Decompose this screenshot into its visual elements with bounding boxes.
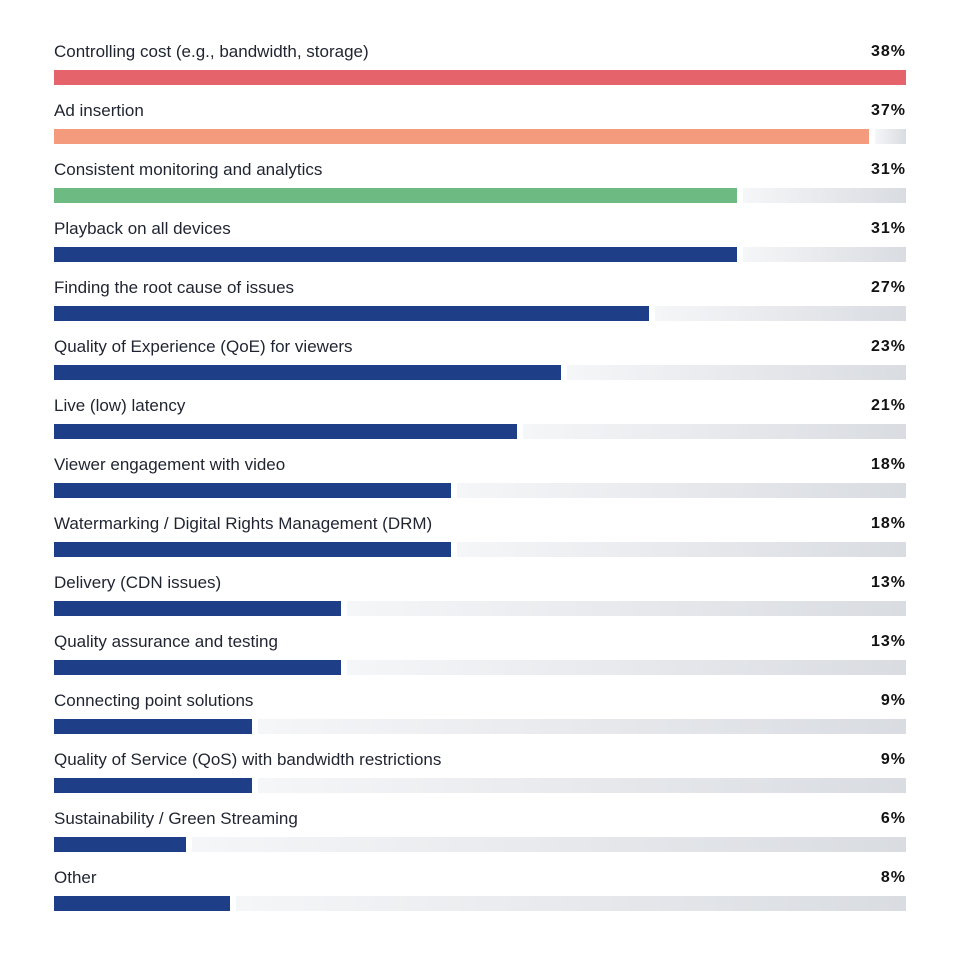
category-label: Watermarking / Digital Rights Management… <box>54 514 433 533</box>
bar-row: Finding the root cause of issues 27% <box>54 277 906 336</box>
bar <box>54 601 341 616</box>
category-label: Finding the root cause of issues <box>54 278 295 297</box>
bar-row: Quality assurance and testing 13% <box>54 631 906 690</box>
category-label: Controlling cost (e.g., bandwidth, stora… <box>54 42 369 61</box>
category-label: Sustainability / Green Streaming <box>54 809 298 828</box>
value-label: 13% <box>870 633 906 650</box>
bar <box>54 483 451 498</box>
bar <box>54 365 561 380</box>
bar <box>54 70 906 85</box>
bar-row: Viewer engagement with video 18% <box>54 454 906 513</box>
bar-track <box>54 483 906 498</box>
category-label: Delivery (CDN issues) <box>54 573 222 592</box>
value-label: 13% <box>870 574 906 591</box>
bar-remainder <box>258 778 906 793</box>
bar-remainder <box>347 601 906 616</box>
value-label: 18% <box>870 456 906 473</box>
bar-track <box>54 70 906 85</box>
bar-remainder <box>743 188 906 203</box>
bar-track <box>54 778 906 793</box>
value-label: 9% <box>880 751 906 768</box>
bar-row: Controlling cost (e.g., bandwidth, stora… <box>54 41 906 100</box>
bar-remainder <box>523 424 906 439</box>
bar-row: Live (low) latency 21% <box>54 395 906 454</box>
category-label: Other <box>54 868 97 887</box>
bar-remainder <box>567 365 906 380</box>
value-label: 18% <box>870 515 906 532</box>
bar <box>54 837 186 852</box>
bar-track <box>54 365 906 380</box>
bar-row: Quality of Service (QoS) with bandwidth … <box>54 749 906 808</box>
bar-track <box>54 837 906 852</box>
value-label: 23% <box>870 338 906 355</box>
bar <box>54 542 451 557</box>
category-label: Quality assurance and testing <box>54 632 278 651</box>
category-label: Consistent monitoring and analytics <box>54 160 323 179</box>
bar-row: Delivery (CDN issues) 13% <box>54 572 906 631</box>
bar-row: Watermarking / Digital Rights Management… <box>54 513 906 572</box>
bar-row: Sustainability / Green Streaming 6% <box>54 808 906 867</box>
bar <box>54 778 252 793</box>
bar <box>54 424 517 439</box>
bar-track <box>54 188 906 203</box>
bar <box>54 306 649 321</box>
category-label: Quality of Service (QoS) with bandwidth … <box>54 750 442 769</box>
bar-row: Other 8% <box>54 867 906 926</box>
bar-remainder <box>743 247 906 262</box>
value-label: 37% <box>870 102 906 119</box>
bar-row: Ad insertion 37% <box>54 100 906 159</box>
bar-remainder <box>236 896 906 911</box>
bar-remainder <box>347 660 906 675</box>
value-label: 31% <box>870 161 906 178</box>
bar-track <box>54 306 906 321</box>
bar-track <box>54 424 906 439</box>
bar-remainder <box>192 837 906 852</box>
bar-row: Playback on all devices 31% <box>54 218 906 277</box>
bar-remainder <box>457 542 906 557</box>
category-label: Playback on all devices <box>54 219 231 238</box>
bar-remainder <box>258 719 906 734</box>
value-label: 21% <box>870 397 906 414</box>
bar-track <box>54 896 906 911</box>
bar <box>54 896 230 911</box>
bar <box>54 188 737 203</box>
value-label: 8% <box>880 869 906 886</box>
category-label: Live (low) latency <box>54 396 186 415</box>
bar-row: Connecting point solutions 9% <box>54 690 906 749</box>
bar-row: Consistent monitoring and analytics 31% <box>54 159 906 218</box>
value-label: 31% <box>870 220 906 237</box>
value-label: 6% <box>880 810 906 827</box>
bar-remainder <box>457 483 906 498</box>
value-label: 9% <box>880 692 906 709</box>
bar <box>54 129 869 144</box>
bar-track <box>54 719 906 734</box>
bar-track <box>54 601 906 616</box>
bar-track <box>54 247 906 262</box>
value-label: 27% <box>870 279 906 296</box>
bar-remainder <box>655 306 906 321</box>
bar-row: Quality of Experience (QoE) for viewers 2… <box>54 336 906 395</box>
value-label: 38% <box>870 43 906 60</box>
bar-track <box>54 129 906 144</box>
bar-track <box>54 542 906 557</box>
bar-track <box>54 660 906 675</box>
bar <box>54 660 341 675</box>
bar <box>54 247 737 262</box>
bar-remainder <box>875 129 906 144</box>
category-label: Viewer engagement with video <box>54 455 286 474</box>
category-label: Ad insertion <box>54 101 144 120</box>
bar <box>54 719 252 734</box>
category-label: Quality of Experience (QoE) for viewers <box>54 337 353 356</box>
category-label: Connecting point solutions <box>54 691 254 710</box>
